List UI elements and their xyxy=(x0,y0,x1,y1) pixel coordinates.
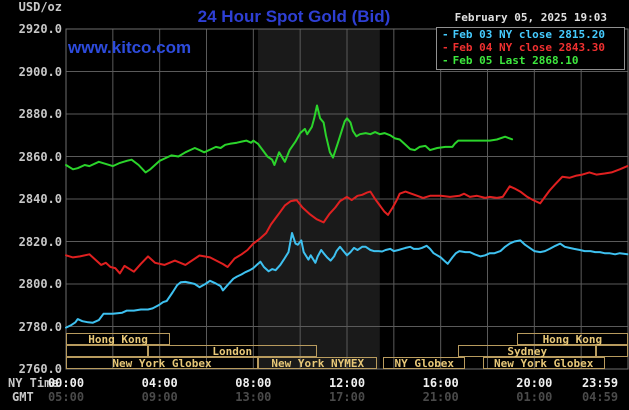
session-box-hong-kong: Hong Kong xyxy=(516,333,628,345)
session-box-sydney: Sydney xyxy=(458,345,597,357)
legend-entry-label: Feb 05 Last 2868.10 xyxy=(452,54,579,67)
legend-dash-icon: - xyxy=(442,54,449,67)
y-axis-tick-label: 2800.0 xyxy=(18,277,62,291)
legend-entry-label: Feb 04 NY close 2843.30 xyxy=(452,41,605,54)
x-axis-tick-gmt: 17:00 xyxy=(328,390,366,404)
x-axis-tick-ny: 00:00 xyxy=(47,376,85,390)
session-box-new-york-globex: New York Globex xyxy=(482,357,605,369)
page-title: 24 Hour Spot Gold (Bid) xyxy=(197,7,391,26)
y-axis-tick-label: 2820.0 xyxy=(18,234,62,249)
legend-entry-label: Feb 03 NY close 2815.20 xyxy=(452,28,605,41)
chart-datetime: February 05, 2025 19:03 xyxy=(454,11,607,24)
y-axis-tick-label: 2860.0 xyxy=(18,149,62,164)
x-axis-tick-gmt: 01:00 xyxy=(516,390,553,404)
session-box-hong-kong: Hong Kong xyxy=(66,333,171,345)
series-line-feb03 xyxy=(65,232,629,329)
session-box-empty xyxy=(66,345,148,357)
session-box-new-york-nymex: New York NYMEX xyxy=(258,357,378,369)
y-axis-tick-label: 2760.0 xyxy=(18,362,62,376)
x-axis-tick-ny: 20:00 xyxy=(516,376,553,390)
session-box-london: London xyxy=(147,345,317,357)
x-axis-tick-gmt: 09:00 xyxy=(141,390,178,404)
x-axis-row1-label: NY Time xyxy=(8,376,59,390)
y-axis-tick-label: 2780.0 xyxy=(18,319,62,334)
legend-entry: - Feb 05 Last 2868.10 xyxy=(437,54,624,67)
legend-box: - Feb 03 NY close 2815.20- Feb 04 NY close… xyxy=(436,27,625,70)
series-line-feb05 xyxy=(65,104,514,174)
session-box-empty xyxy=(596,345,628,357)
x-axis-row2-label: GMT xyxy=(12,390,34,404)
legend-entry: - Feb 03 NY close 2815.20 xyxy=(437,28,624,41)
x-axis-tick-ny: 16:00 xyxy=(422,376,459,390)
x-axis-tick-gmt: 13:00 xyxy=(235,390,272,404)
x-axis-tick-gmt: 21:00 xyxy=(422,390,459,404)
legend-entry: - Feb 04 NY close 2843.30 xyxy=(437,41,624,54)
chart-border xyxy=(65,28,629,370)
legend-dash-icon: - xyxy=(442,28,449,41)
y-axis-tick-label: 2880.0 xyxy=(18,107,62,121)
series-line-feb04 xyxy=(65,165,629,275)
x-axis-tick-gmt: 05:00 xyxy=(47,390,85,404)
y-axis-tick-label: 2900.0 xyxy=(18,64,62,79)
y-axis-tick-label: 2840.0 xyxy=(18,192,62,206)
y-axis-tick-label: 2920.0 xyxy=(18,22,62,36)
session-box-ny-globex: NY Globex xyxy=(383,357,466,369)
x-axis-tick-ny: 12:00 xyxy=(328,376,366,390)
kitco-link[interactable]: www.kitco.com xyxy=(68,38,192,57)
x-axis-tick-ny: 04:00 xyxy=(141,376,178,390)
x-axis-tick-gmt: 04:59 xyxy=(581,390,619,404)
session-box-new-york-globex: New York Globex xyxy=(66,357,259,369)
x-axis-tick-ny: 08:00 xyxy=(235,376,272,390)
legend-dash-icon: - xyxy=(442,41,449,54)
x-axis-tick-ny: 23:59 xyxy=(581,376,619,390)
y-axis-unit-label: USD/oz xyxy=(18,0,62,14)
